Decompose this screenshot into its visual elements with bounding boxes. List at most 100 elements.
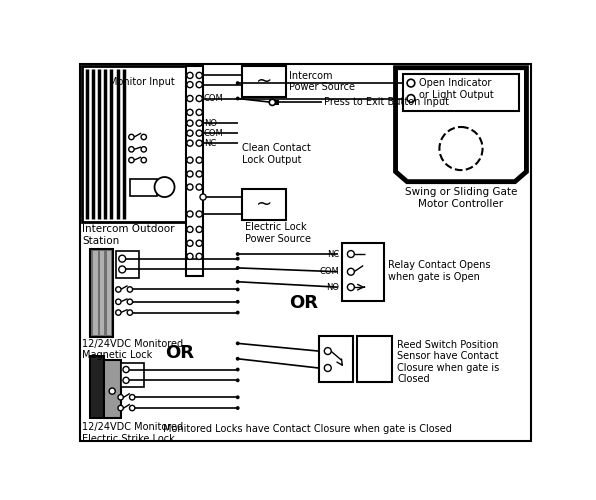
Circle shape [324,364,331,372]
Text: Intercom
Power Source: Intercom Power Source [289,71,355,92]
Circle shape [196,130,202,136]
Text: ~: ~ [256,196,272,214]
Bar [90,248,113,337]
Circle shape [196,96,202,102]
Circle shape [236,406,240,410]
Text: Clean Contact
Lock Output: Clean Contact Lock Output [241,143,311,165]
Circle shape [236,288,240,292]
Circle shape [141,146,147,152]
Circle shape [236,256,240,260]
Circle shape [116,287,121,292]
Circle shape [236,96,240,100]
Bar [403,74,519,111]
Circle shape [196,226,202,232]
Circle shape [116,299,121,304]
Circle shape [269,100,275,105]
Text: COM: COM [319,267,339,276]
Circle shape [236,342,240,345]
Circle shape [129,406,135,410]
Circle shape [129,134,134,140]
Text: Reed Switch Position
Sensor have Contact
Closure when gate is
Closed: Reed Switch Position Sensor have Contact… [397,340,499,384]
Circle shape [236,81,240,85]
Circle shape [187,240,193,246]
Circle shape [154,177,175,197]
Circle shape [236,300,240,304]
Circle shape [196,254,202,260]
Circle shape [236,280,240,283]
Text: Relay Contact Opens
when gate is Open: Relay Contact Opens when gate is Open [388,260,491,282]
Circle shape [187,254,193,260]
Circle shape [196,171,202,177]
Circle shape [129,394,135,400]
Circle shape [196,240,202,246]
Circle shape [127,310,132,316]
Circle shape [236,368,240,372]
Circle shape [129,158,134,163]
Text: Press to Exit Button Input: Press to Exit Button Input [324,98,449,108]
Text: 12/24VDC Monitored
Electric Strike Lock: 12/24VDC Monitored Electric Strike Lock [82,422,184,444]
Circle shape [123,366,129,372]
Circle shape [347,250,355,258]
Circle shape [129,146,134,152]
Bar [82,66,186,222]
Circle shape [118,394,123,400]
Circle shape [123,377,129,384]
Bar [104,360,120,418]
Text: ~: ~ [256,72,272,91]
Circle shape [187,226,193,232]
Text: Intercom Outdoor
Station: Intercom Outdoor Station [82,224,175,246]
Bar [342,244,384,301]
Circle shape [236,310,240,314]
Circle shape [127,299,132,304]
Circle shape [347,268,355,275]
Text: Swing or Sliding Gate
Motor Controller: Swing or Sliding Gate Motor Controller [405,187,517,208]
Circle shape [187,110,193,116]
Text: NC: NC [204,138,216,147]
Bar [357,336,392,382]
Circle shape [118,406,123,410]
Circle shape [196,140,202,146]
Circle shape [236,266,240,270]
Circle shape [187,140,193,146]
Circle shape [196,157,202,163]
Text: Electric Lock
Power Source: Electric Lock Power Source [244,222,311,244]
Bar [241,190,286,220]
Circle shape [407,94,415,102]
Bar [318,336,353,382]
Circle shape [119,255,126,262]
Circle shape [407,79,415,87]
Bar [241,66,286,97]
Circle shape [196,211,202,217]
Bar [93,251,98,335]
Circle shape [196,110,202,116]
Circle shape [196,82,202,87]
Bar [186,66,203,276]
Circle shape [236,357,240,360]
Circle shape [236,378,240,382]
Circle shape [119,266,126,273]
Polygon shape [396,68,526,182]
Circle shape [200,194,206,200]
Circle shape [187,211,193,217]
Circle shape [187,130,193,136]
Circle shape [116,310,121,316]
Circle shape [187,82,193,87]
Bar [100,251,104,335]
Circle shape [187,184,193,190]
Circle shape [324,348,331,354]
Circle shape [196,72,202,78]
Circle shape [196,120,202,126]
Circle shape [187,171,193,177]
Text: Monitor Input: Monitor Input [108,77,174,87]
Circle shape [187,96,193,102]
Bar [116,251,139,278]
Text: COM: COM [204,94,224,103]
Bar [130,180,157,196]
Circle shape [127,287,132,292]
Circle shape [439,127,483,170]
Circle shape [141,158,147,163]
Text: NO: NO [327,282,339,292]
Text: Open Indicator
or Light Output: Open Indicator or Light Output [418,78,493,100]
Text: OR: OR [288,294,318,312]
Circle shape [347,284,355,290]
